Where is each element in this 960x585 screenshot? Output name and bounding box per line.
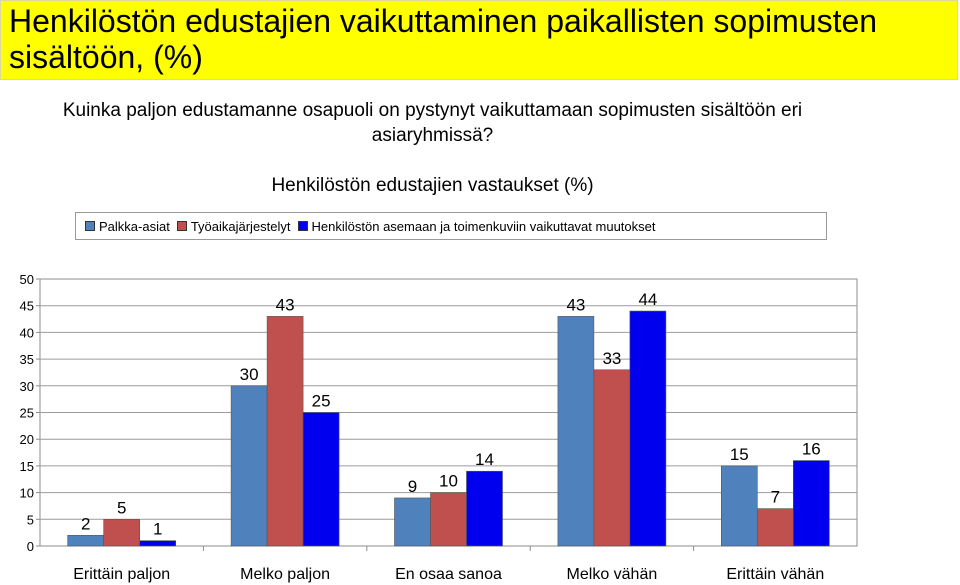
y-tick-label: 20 bbox=[20, 432, 34, 447]
data-label: 43 bbox=[276, 295, 295, 314]
data-label: 14 bbox=[475, 450, 494, 469]
data-label: 33 bbox=[602, 349, 621, 368]
bar bbox=[756, 508, 794, 547]
legend-label-palkka: Palkka-asiat bbox=[99, 218, 170, 234]
y-tick-label: 25 bbox=[20, 406, 34, 421]
survey-question: Kuinka paljon edustamanne osapuoli on py… bbox=[62, 100, 803, 146]
legend-item-henkilosto: Henkilöstön asemaan ja toimenkuviin vaik… bbox=[297, 218, 656, 234]
data-label: 16 bbox=[802, 440, 821, 459]
data-label: 2 bbox=[81, 514, 90, 533]
x-category-label: Melko vähän bbox=[567, 566, 658, 583]
y-tick-label: 5 bbox=[27, 512, 34, 527]
bar bbox=[466, 470, 503, 547]
legend-swatch-henkilosto bbox=[297, 221, 308, 231]
bar bbox=[394, 497, 431, 547]
y-tick-label: 10 bbox=[20, 486, 34, 501]
legend-label-henkilosto: Henkilöstön asemaan ja toimenkuviin vaik… bbox=[311, 218, 656, 234]
title-banner: Henkilöstön edustajien vaikuttaminen pai… bbox=[0, 0, 958, 80]
x-category-label: Melko paljon bbox=[240, 566, 330, 583]
y-tick-label: 35 bbox=[20, 352, 34, 367]
data-label: 25 bbox=[312, 392, 331, 411]
x-category-label: Erittäin vähän bbox=[726, 566, 824, 583]
bar bbox=[430, 492, 467, 547]
bar bbox=[792, 460, 830, 547]
bar bbox=[557, 316, 595, 547]
y-tick-label: 0 bbox=[27, 539, 34, 554]
y-tick-label: 50 bbox=[20, 272, 34, 287]
y-tick-label: 15 bbox=[20, 459, 34, 474]
bar bbox=[593, 369, 631, 547]
data-label: 10 bbox=[439, 472, 458, 491]
bar bbox=[629, 310, 667, 547]
y-tick-label: 30 bbox=[20, 379, 34, 394]
legend-swatch-tyoaika bbox=[176, 221, 187, 231]
y-tick-label: 40 bbox=[20, 325, 34, 340]
bar bbox=[720, 465, 758, 547]
data-label: 9 bbox=[408, 477, 417, 496]
data-label: 7 bbox=[771, 488, 780, 507]
bar bbox=[67, 535, 104, 547]
data-label: 1 bbox=[153, 520, 162, 539]
chart-legend: Palkka-asiat Työaikajärjestelyt Henkilös… bbox=[75, 212, 827, 240]
data-label: 15 bbox=[730, 445, 749, 464]
x-category-label: Erittäin paljon bbox=[73, 566, 170, 583]
legend-label-tyoaika: Työaikajärjestelyt bbox=[190, 218, 291, 234]
page-title: Henkilöstön edustajien vaikuttaminen pai… bbox=[9, 3, 878, 75]
legend-item-tyoaika: Työaikajärjestelyt bbox=[176, 218, 291, 234]
bar bbox=[230, 385, 268, 547]
bar bbox=[302, 412, 340, 547]
data-label: 43 bbox=[566, 295, 585, 314]
data-label: 44 bbox=[638, 290, 657, 309]
data-label: 5 bbox=[117, 498, 126, 517]
legend-item-palkka: Palkka-asiat bbox=[85, 219, 170, 234]
bar bbox=[139, 540, 176, 547]
data-label: 30 bbox=[240, 365, 259, 384]
x-category-label: En osaa sanoa bbox=[395, 566, 502, 583]
legend-swatch-palkka bbox=[85, 221, 95, 231]
bar bbox=[103, 518, 140, 547]
bar bbox=[266, 316, 304, 547]
chart-title: Henkilöstön edustajien vastaukset (%) bbox=[271, 175, 594, 196]
y-tick-label: 45 bbox=[20, 299, 34, 314]
